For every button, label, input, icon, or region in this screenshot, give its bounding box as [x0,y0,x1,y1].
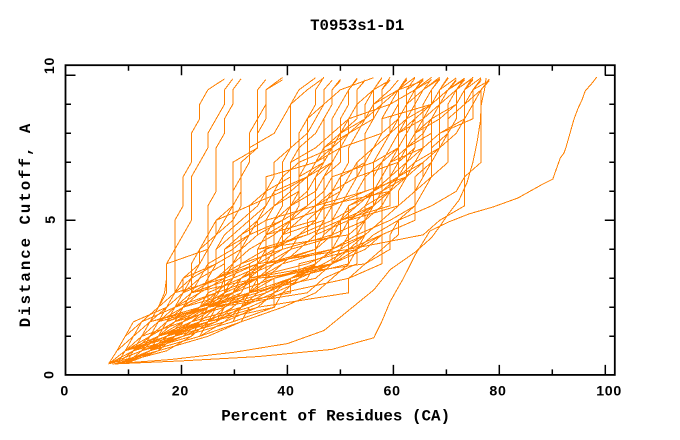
svg-text:80: 80 [489,383,506,399]
svg-text:40: 40 [277,383,294,399]
svg-text:Distance Cutoff, A: Distance Cutoff, A [17,122,35,327]
svg-text:T0953s1-D1: T0953s1-D1 [310,17,404,35]
svg-text:20: 20 [172,383,189,399]
svg-text:Percent of Residues (CA): Percent of Residues (CA) [221,408,450,426]
svg-text:5: 5 [43,215,59,224]
svg-text:60: 60 [384,383,401,399]
svg-text:100: 100 [596,383,622,399]
svg-text:0: 0 [42,370,58,379]
svg-text:10: 10 [42,57,58,74]
svg-text:0: 0 [60,383,69,399]
